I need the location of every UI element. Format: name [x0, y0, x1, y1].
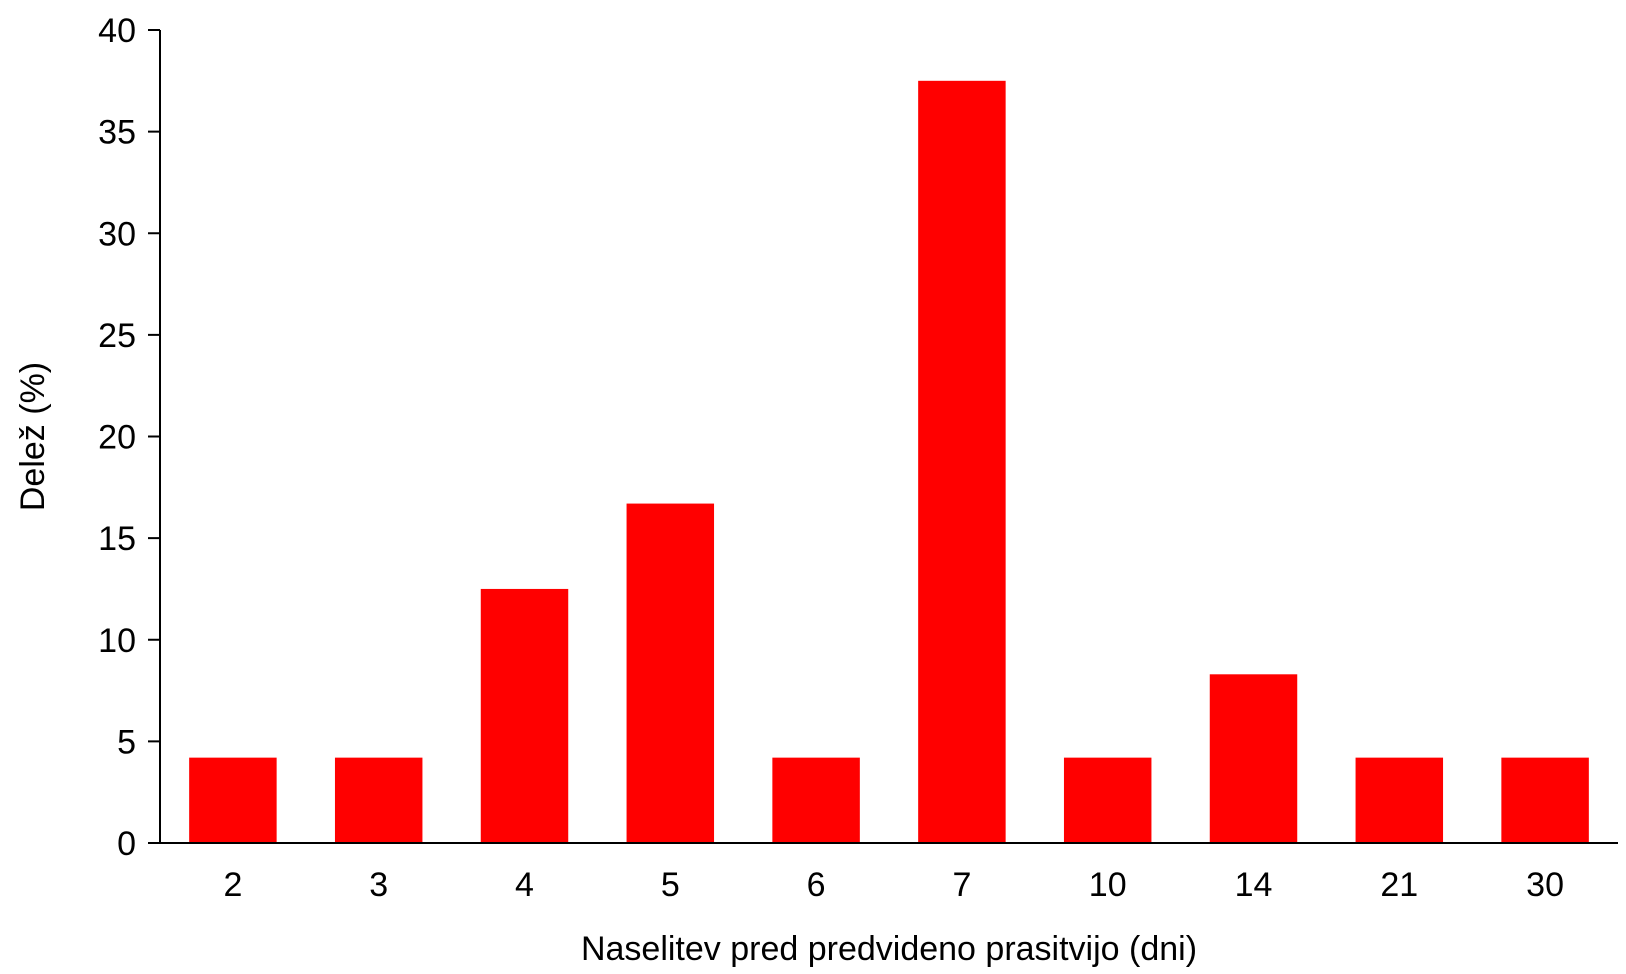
x-tick-label: 5 [661, 866, 680, 904]
x-tick-label: 7 [952, 866, 971, 904]
x-tick-label: 6 [807, 866, 826, 904]
y-tick-label: 25 [98, 317, 136, 355]
y-tick-label: 10 [98, 622, 136, 660]
bar-6 [772, 757, 860, 843]
x-tick-label: 30 [1526, 866, 1564, 904]
x-ticks-group: 2 3 4 5 6 7 10 14 21 30 [223, 866, 1564, 904]
bar-21 [1355, 757, 1444, 843]
y-tick-label: 15 [98, 520, 136, 558]
axes-group [159, 30, 1618, 844]
bar-3 [334, 757, 423, 843]
y-ticks-group: 0 5 10 15 20 25 30 35 40 [98, 12, 160, 863]
y-tick-label: 5 [117, 723, 136, 761]
bar-4 [480, 588, 569, 843]
x-tick-label: 3 [369, 866, 388, 904]
y-tick-label: 40 [98, 12, 136, 50]
y-axis-title: Delež (%) [14, 362, 52, 511]
y-tick-label: 20 [98, 419, 136, 457]
bar-5 [626, 503, 715, 843]
x-tick-label: 21 [1380, 866, 1418, 904]
y-tick-label: 30 [98, 215, 136, 253]
y-tick-label: 35 [98, 114, 136, 152]
bar-30 [1501, 757, 1589, 843]
x-tick-label: 4 [515, 866, 534, 904]
bars-group [189, 80, 1589, 843]
bar-10 [1063, 757, 1152, 843]
bar-7 [918, 80, 1006, 843]
x-axis-title: Naselitev pred predvideno prasitvijo (dn… [581, 930, 1197, 968]
x-tick-label: 14 [1235, 866, 1273, 904]
x-tick-label: 10 [1089, 866, 1127, 904]
bar-2 [189, 757, 277, 843]
bar-14 [1209, 674, 1298, 843]
x-tick-label: 2 [223, 866, 242, 904]
y-tick-label: 0 [117, 825, 136, 863]
